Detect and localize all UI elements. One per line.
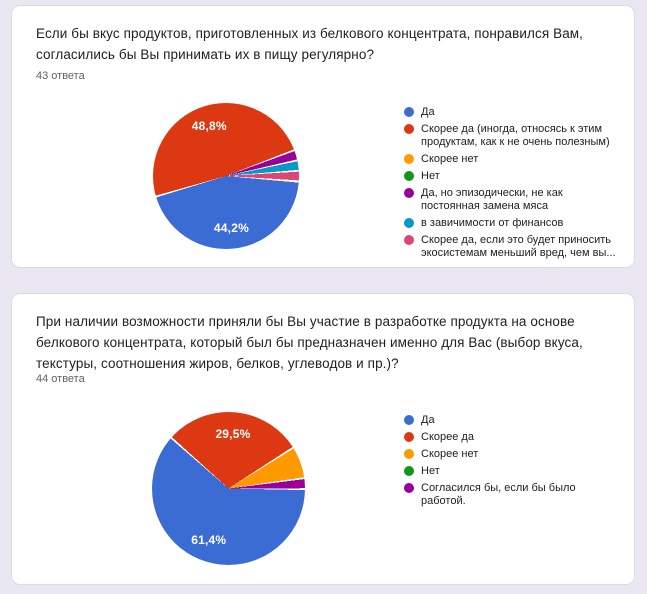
- legend-label: Да, но эпизодически, не как постоянная з…: [421, 187, 563, 212]
- legend-color-dot: [404, 483, 414, 493]
- legend-color-dot: [404, 466, 414, 476]
- question-card: При наличии возможности приняли бы Вы уч…: [11, 293, 635, 585]
- legend-item: Согласился бы, если бы было работой.: [404, 482, 636, 508]
- legend-label: Скорее да: [421, 431, 474, 443]
- legend-item: Скорее да, если это будет приносить экос…: [404, 234, 636, 260]
- slice-percent-label: 48,8%: [191, 119, 227, 134]
- legend-color-dot: [404, 188, 414, 198]
- slice-percent-label: 29,5%: [215, 426, 251, 441]
- legend-label: Скорее да, если это будет приносить экос…: [421, 234, 616, 259]
- legend-label: Да: [421, 106, 435, 118]
- legend-item: Скорее да (иногда, относясь к этим проду…: [404, 123, 636, 149]
- legend-label: Нет: [421, 465, 440, 477]
- legend-item: Скорее нет: [404, 448, 636, 461]
- chart-legend: Да Скорее да (иногда, относясь к этим про…: [404, 106, 636, 264]
- pie-chart: 61,4% 29,5%: [152, 412, 305, 565]
- legend-color-dot: [404, 107, 414, 117]
- legend-color-dot: [404, 415, 414, 425]
- legend-item: Скорее нет: [404, 153, 636, 166]
- legend-label: в завичимости от финансов: [421, 217, 564, 229]
- legend-item: Да: [404, 414, 636, 427]
- pie-chart: 44,2% 48,8%: [153, 103, 299, 249]
- legend-label: Скорее да (иногда, относясь к этим проду…: [421, 123, 610, 148]
- legend-item: Нет: [404, 465, 636, 478]
- legend-color-dot: [404, 449, 414, 459]
- slice-percent-label: 44,2%: [213, 221, 249, 236]
- question-title: Если бы вкус продуктов, приготовленных и…: [36, 26, 584, 62]
- legend-item: Скорее да: [404, 431, 636, 444]
- legend-item: Да: [404, 106, 636, 119]
- slice-percent-label: 61,4%: [191, 532, 227, 547]
- legend-color-dot: [404, 154, 414, 164]
- question-title: При наличии возможности приняли бы Вы уч…: [36, 314, 583, 371]
- legend-label: Нет: [421, 170, 440, 182]
- legend-item: Нет: [404, 170, 636, 183]
- legend-color-dot: [404, 218, 414, 228]
- legend-color-dot: [404, 235, 414, 245]
- legend-color-dot: [404, 124, 414, 134]
- legend-item: в завичимости от финансов: [404, 217, 636, 230]
- legend-label: Да: [421, 414, 435, 426]
- legend-color-dot: [404, 171, 414, 181]
- legend-color-dot: [404, 432, 414, 442]
- legend-label: Скорее нет: [421, 448, 479, 460]
- legend-item: Да, но эпизодически, не как постоянная з…: [404, 187, 636, 213]
- answers-count: 43 ответа: [36, 70, 85, 82]
- question-card: Если бы вкус продуктов, приготовленных и…: [11, 5, 635, 268]
- legend-label: Скорее нет: [421, 153, 479, 165]
- answers-count: 44 ответа: [36, 373, 85, 385]
- legend-label: Согласился бы, если бы было работой.: [421, 482, 576, 507]
- chart-legend: Да Скорее да Скорее нет Нет Согласился бы, е…: [404, 414, 636, 512]
